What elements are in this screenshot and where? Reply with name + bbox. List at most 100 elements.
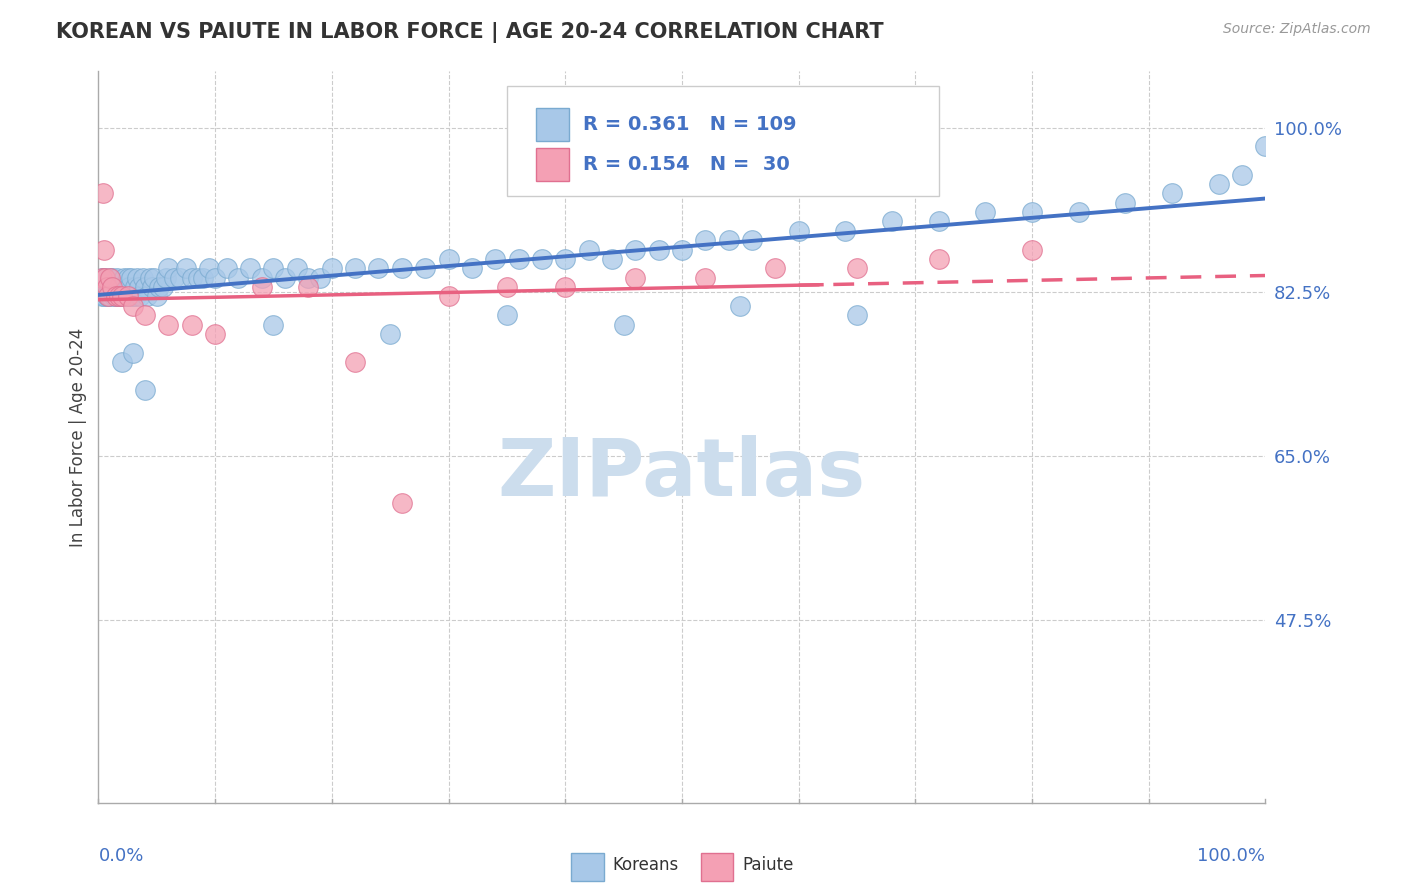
FancyBboxPatch shape xyxy=(536,108,568,141)
Point xyxy=(118,289,141,303)
Point xyxy=(437,289,460,303)
Point xyxy=(128,280,150,294)
Point xyxy=(496,308,519,322)
Point xyxy=(104,280,127,294)
Point xyxy=(624,243,647,257)
Point xyxy=(111,355,134,369)
Point xyxy=(846,308,869,322)
Point xyxy=(139,270,162,285)
Point xyxy=(367,261,389,276)
Point xyxy=(846,261,869,276)
Point xyxy=(717,233,740,247)
Point xyxy=(250,280,273,294)
Point xyxy=(578,243,600,257)
Point xyxy=(285,261,308,276)
Point xyxy=(93,243,115,257)
Point xyxy=(112,270,135,285)
Point xyxy=(90,289,112,303)
Point xyxy=(157,261,180,276)
Point xyxy=(554,280,576,294)
Point xyxy=(262,318,284,332)
Point xyxy=(117,289,139,303)
Point xyxy=(187,270,209,285)
Point xyxy=(124,280,146,294)
Point xyxy=(613,318,636,332)
Point xyxy=(1208,177,1230,191)
Point xyxy=(122,289,145,303)
Point xyxy=(98,270,121,285)
Point xyxy=(554,252,576,266)
Text: 100.0%: 100.0% xyxy=(1198,847,1265,864)
Point xyxy=(508,252,530,266)
Point xyxy=(122,345,145,359)
Point xyxy=(108,280,131,294)
Point xyxy=(1021,205,1043,219)
Point xyxy=(96,289,118,303)
Point xyxy=(91,186,114,201)
Point xyxy=(204,270,226,285)
Point xyxy=(90,270,112,285)
Point xyxy=(309,270,332,285)
Point xyxy=(344,261,367,276)
Point xyxy=(695,270,717,285)
Point xyxy=(108,289,131,303)
Point xyxy=(180,318,202,332)
Point xyxy=(118,280,141,294)
Point xyxy=(671,243,693,257)
Text: ZIPatlas: ZIPatlas xyxy=(498,434,866,513)
Point xyxy=(97,280,120,294)
Text: 0.0%: 0.0% xyxy=(98,847,143,864)
Point xyxy=(834,224,856,238)
Point xyxy=(624,270,647,285)
Point xyxy=(104,289,127,303)
Text: Source: ZipAtlas.com: Source: ZipAtlas.com xyxy=(1223,22,1371,37)
Point xyxy=(148,280,170,294)
Text: Koreans: Koreans xyxy=(612,856,678,874)
Point xyxy=(496,280,519,294)
Point xyxy=(136,289,159,303)
Point xyxy=(157,318,180,332)
Text: R = 0.154   N =  30: R = 0.154 N = 30 xyxy=(582,154,789,174)
Point xyxy=(155,270,177,285)
Text: KOREAN VS PAIUTE IN LABOR FORCE | AGE 20-24 CORRELATION CHART: KOREAN VS PAIUTE IN LABOR FORCE | AGE 20… xyxy=(56,22,884,44)
Point xyxy=(94,270,117,285)
Point xyxy=(97,280,120,294)
Point xyxy=(297,280,319,294)
Point xyxy=(239,261,262,276)
Point xyxy=(93,280,115,294)
Point xyxy=(105,289,128,303)
Point xyxy=(413,261,436,276)
Point xyxy=(262,261,284,276)
Y-axis label: In Labor Force | Age 20-24: In Labor Force | Age 20-24 xyxy=(69,327,87,547)
Point xyxy=(105,270,128,285)
Point xyxy=(120,270,142,285)
Point xyxy=(98,270,121,285)
Point xyxy=(129,289,152,303)
Point xyxy=(180,270,202,285)
Point xyxy=(90,280,112,294)
Point xyxy=(1021,243,1043,257)
Point xyxy=(103,289,125,303)
Point xyxy=(344,355,367,369)
Point xyxy=(228,270,250,285)
Point xyxy=(91,270,114,285)
Point xyxy=(695,233,717,247)
Point xyxy=(110,289,132,303)
Point xyxy=(111,289,134,303)
Point xyxy=(730,299,752,313)
FancyBboxPatch shape xyxy=(700,854,734,881)
Point xyxy=(96,280,118,294)
Point xyxy=(111,289,134,303)
Point xyxy=(132,270,155,285)
Point xyxy=(101,270,124,285)
Point xyxy=(391,496,413,510)
Text: Paiute: Paiute xyxy=(742,856,794,874)
Point xyxy=(461,261,484,276)
Point xyxy=(169,270,191,285)
Point xyxy=(134,308,156,322)
Point xyxy=(125,270,148,285)
FancyBboxPatch shape xyxy=(536,148,568,181)
Point xyxy=(117,270,139,285)
Point xyxy=(198,261,221,276)
Point xyxy=(125,289,148,303)
